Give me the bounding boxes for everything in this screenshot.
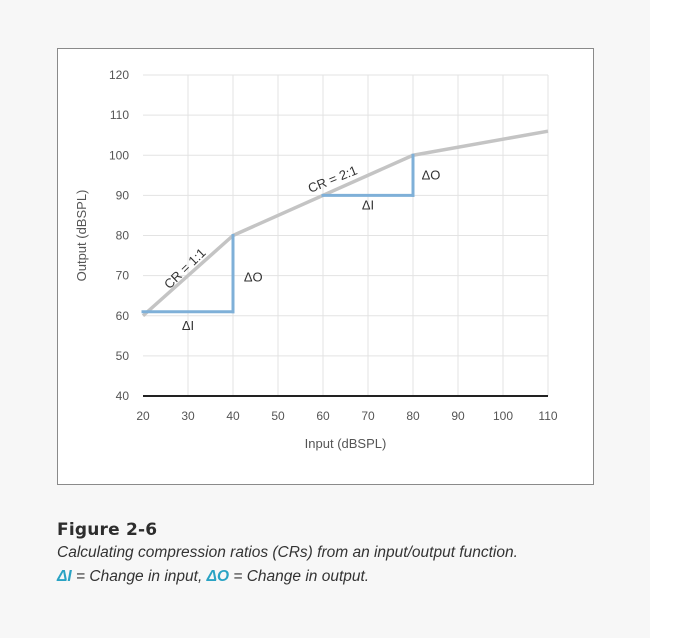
y-tick-labels: 40 50 60 70 80 90 100 110 120 [109,68,129,403]
y-tick-label: 80 [116,229,130,243]
delta-segments [141,153,415,314]
annotation-label: ΔO [244,270,263,285]
annotation-label: ΔO [422,167,441,182]
delta-i-symbol: ΔI [57,568,72,585]
caption-line-2: ΔI = Change in input, ΔO = Change in out… [57,566,637,588]
caption-line-1: Calculating compression ratios (CRs) fro… [57,544,518,561]
y-tick-label: 90 [116,188,130,202]
grid [143,74,549,396]
y-tick-label: 60 [116,309,130,323]
x-tick-label: 40 [226,409,240,423]
y-tick-label: 40 [116,389,130,403]
y-tick-label: 100 [109,148,129,162]
x-tick-label: 100 [493,409,513,423]
y-tick-label: 110 [110,108,129,122]
x-tick-label: 90 [451,409,465,423]
y-tick-label: 120 [109,68,129,82]
x-tick-label: 110 [538,409,557,423]
caption-text-input: = Change in input, [71,568,207,585]
x-tick-label: 80 [406,409,420,423]
y-tick-label: 70 [116,269,130,283]
annotation-label: CR = 1:1 [161,245,209,292]
x-tick-labels: 20 30 40 50 60 70 80 90 100 110 [136,409,558,423]
io-function-chart: 40 50 60 70 80 90 100 110 120 20 30 40 50 60 70 80 90 10… [74,68,558,451]
y-tick-label: 50 [116,349,130,363]
x-tick-label: 60 [316,409,330,423]
annotation-label: ΔI [182,318,194,333]
caption-text-output: = Change in output. [229,568,370,585]
y-axis-label: Output (dBSPL) [74,190,89,282]
delta-o-symbol: ΔO [206,568,230,585]
x-tick-label: 20 [136,409,150,423]
annotation-label: ΔI [362,197,374,212]
figure-page: 40 50 60 70 80 90 100 110 120 20 30 40 50 60 70 80 90 10… [57,48,637,588]
x-axis-label: Input (dBSPL) [305,436,387,451]
x-tick-label: 30 [181,409,195,423]
series-layer [141,129,549,318]
figure-number: Figure 2-6 [57,520,158,540]
x-tick-label: 70 [361,409,375,423]
io-function-line [141,129,549,318]
chart-frame: 40 50 60 70 80 90 100 110 120 20 30 40 50 60 70 80 90 10… [57,48,594,485]
x-tick-label: 50 [271,409,285,423]
figure-caption: Figure 2-6 Calculating compression ratio… [57,520,637,588]
